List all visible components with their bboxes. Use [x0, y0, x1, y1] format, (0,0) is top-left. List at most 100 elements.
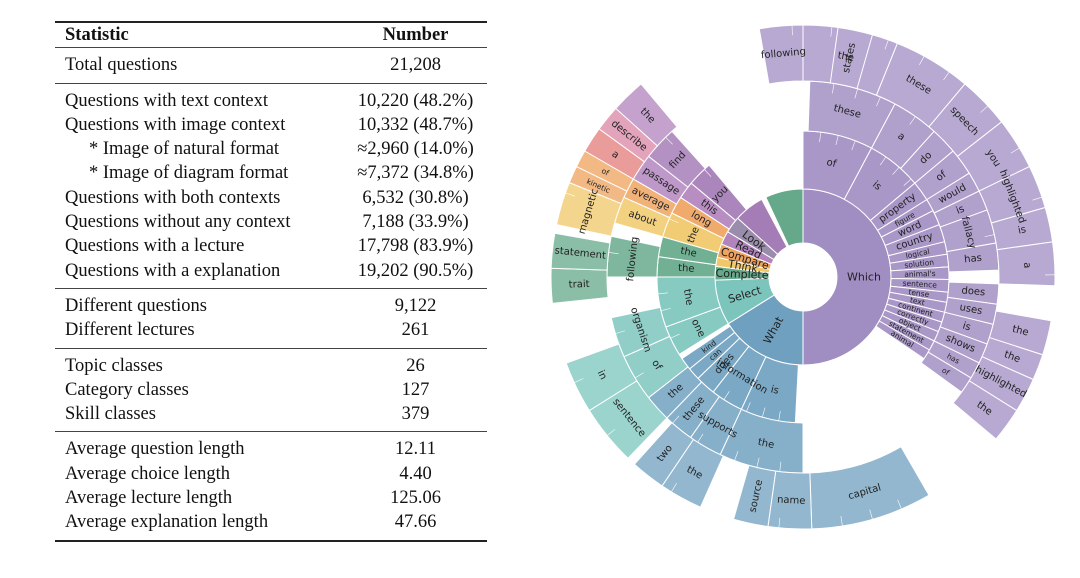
row-value: 21,208 — [390, 55, 441, 76]
row-label: Questions with text context — [65, 90, 268, 111]
table-row: Category classes 127 — [55, 378, 487, 402]
sunburst-label: the — [757, 437, 775, 451]
sunburst-label: of — [940, 366, 951, 378]
table-row: Average explanation length 47.66 — [55, 510, 487, 540]
sunburst-fan-line — [919, 55, 925, 65]
row-value: 7,188 (33.9%) — [362, 212, 469, 233]
sunburst-fan-line — [565, 192, 575, 197]
sunburst-segment — [765, 188, 804, 247]
row-value: 127 — [401, 379, 430, 400]
sunburst-label: the — [1011, 324, 1030, 339]
row-label: * Image of natural format — [89, 139, 280, 160]
sunburst-label: of — [825, 157, 837, 170]
table-group: Total questions 21,208 — [55, 47, 487, 83]
sunburst-segment — [952, 380, 1018, 440]
sunburst-label: is — [769, 384, 779, 397]
sunburst-segment — [633, 421, 695, 487]
sunburst-fan-line — [778, 517, 781, 528]
sunburst-label: sentence — [902, 279, 937, 290]
header-statistic: Statistic — [65, 25, 129, 45]
sunburst-label: is — [1017, 224, 1027, 236]
row-value: 19,202 (90.5%) — [357, 260, 474, 281]
table-row: Skill classes 379 — [55, 402, 487, 432]
sunburst-label: Complete — [715, 267, 769, 282]
table-row: Average choice length 4.40 — [55, 462, 487, 486]
sunburst-segment — [732, 464, 777, 528]
sunburst-fan-line — [884, 39, 889, 50]
sunburst-segment — [615, 83, 678, 147]
table-row: Total questions 21,208 — [55, 48, 487, 83]
sunburst-label: uses — [959, 302, 984, 317]
row-label: Skill classes — [65, 404, 156, 425]
sunburst-fan-line — [830, 26, 833, 37]
sunburst-fan-line — [903, 178, 912, 186]
sunburst-label: animal's — [904, 269, 936, 279]
sunburst-fan-line — [734, 451, 739, 461]
sunburst-label: following — [761, 46, 807, 61]
sunburst-fan-line — [984, 234, 995, 238]
row-label: Questions without any context — [65, 212, 291, 233]
header-number: Number — [382, 25, 449, 45]
row-value: 12.11 — [395, 439, 436, 460]
sunburst-fan-line — [634, 372, 644, 379]
row-value: 379 — [401, 404, 430, 425]
sunburst-fan-line — [897, 499, 902, 510]
sunburst-fan-line — [943, 71, 950, 81]
sunburst-fan-line — [704, 169, 712, 177]
sunburst-label: trait — [569, 279, 590, 291]
table-group: Average question length 12.11 Average choi… — [55, 431, 487, 541]
sunburst-fan-line — [665, 136, 673, 145]
row-label: Questions with image context — [65, 114, 286, 135]
table-row: Questions with both contexts 6,532 (30.8%… — [55, 186, 487, 210]
row-value: 4.40 — [399, 463, 432, 484]
sunburst-fan-line — [1032, 196, 1043, 201]
sunburst-fan-line — [835, 135, 839, 146]
row-label: Topic classes — [65, 355, 163, 376]
sunburst-label: name — [777, 494, 806, 506]
sunburst-label: has — [964, 253, 983, 266]
sunburst-label: the — [1002, 349, 1021, 365]
sunburst-fan-line — [1010, 147, 1020, 154]
sunburst-fan-line — [778, 411, 781, 422]
sunburst-label: a — [895, 131, 906, 144]
sunburst-fan-line — [606, 429, 616, 436]
row-label: Total questions — [65, 55, 178, 76]
row-label: Questions with a lecture — [65, 236, 245, 257]
sunburst-label: is — [955, 204, 967, 217]
sunburst-label: the — [679, 246, 697, 260]
table-row: Questions with a lecture 17,798 (83.9%) — [55, 234, 487, 258]
sunburst-fan-line — [892, 166, 900, 175]
sunburst-segment — [996, 241, 1056, 287]
row-label: Average question length — [65, 439, 245, 460]
sunburst-fan-line — [909, 116, 916, 125]
row-label: Different questions — [65, 295, 207, 316]
sunburst-label: a — [1021, 262, 1032, 269]
row-label: Average lecture length — [65, 488, 233, 509]
sunburst-segment — [550, 232, 611, 271]
sunburst-fan-line — [876, 96, 881, 107]
header-row: Statistic Number — [55, 22, 487, 48]
row-label: Average explanation length — [65, 512, 269, 533]
table-row: Average lecture length 125.06 — [55, 486, 487, 510]
sunburst-fan-line — [779, 461, 782, 472]
row-value: 10,220 (48.2%) — [357, 90, 474, 111]
sunburst-label: the — [681, 288, 695, 306]
row-value: 10,332 (48.7%) — [357, 114, 474, 135]
row-value: 47.66 — [394, 512, 437, 533]
sunburst-label: Which — [847, 271, 881, 284]
sunburst-label: statement — [554, 245, 606, 261]
table-row: Different questions 9,122 — [55, 288, 487, 318]
table-row: Questions with image context 10,332 (48.7… — [55, 113, 487, 137]
table-row: Questions without any context 7,188 (33.9… — [55, 210, 487, 234]
sunburst-label: the — [678, 263, 695, 275]
sunburst-label: text — [909, 295, 925, 307]
sunburst-fan-line — [660, 308, 671, 311]
sunburst-label: the — [686, 225, 702, 244]
sunburst-label: a — [610, 149, 621, 162]
table-header: Statistic Number — [55, 22, 487, 48]
sunburst-label: does — [961, 285, 986, 298]
statistics-table: Statistic Number Total questions 21,208 Qu… — [55, 21, 487, 542]
sunburst-fan-line — [670, 333, 680, 339]
sunburst-fan-line — [723, 391, 730, 400]
sunburst-label: in — [595, 369, 609, 382]
